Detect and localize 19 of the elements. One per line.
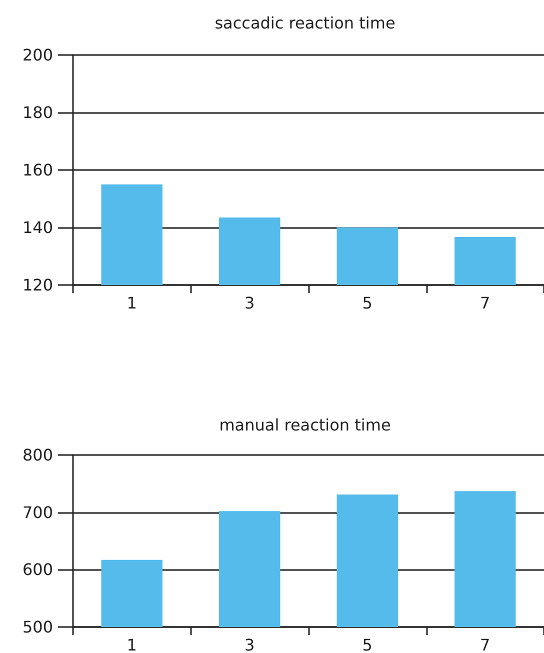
y-tick-label: 700 [22, 502, 53, 522]
y-tick-label: 800 [22, 446, 53, 464]
x-tick-label: 1 [126, 294, 137, 312]
y-tick-label: 180 [22, 103, 53, 122]
x-tick-label: 7 [480, 636, 490, 653]
x-tick-label: 1 [126, 636, 137, 653]
chart-title: manual reaction time [219, 416, 391, 434]
y-tick-label: 160 [22, 160, 53, 180]
x-tick-label: 3 [244, 294, 255, 312]
y-tick-label: 500 [22, 618, 53, 636]
y-tick-label: 200 [22, 46, 53, 64]
x-tick-label: 5 [362, 636, 372, 653]
y-tick-label: 140 [22, 218, 53, 237]
y-tick-label: 600 [22, 560, 53, 580]
chart-title: saccadic reaction time [214, 14, 396, 32]
x-tick-label: 3 [244, 636, 255, 653]
x-tick-label: 5 [362, 294, 372, 312]
x-tick-label: 7 [480, 294, 490, 312]
y-tick-label: 120 [22, 276, 53, 294]
